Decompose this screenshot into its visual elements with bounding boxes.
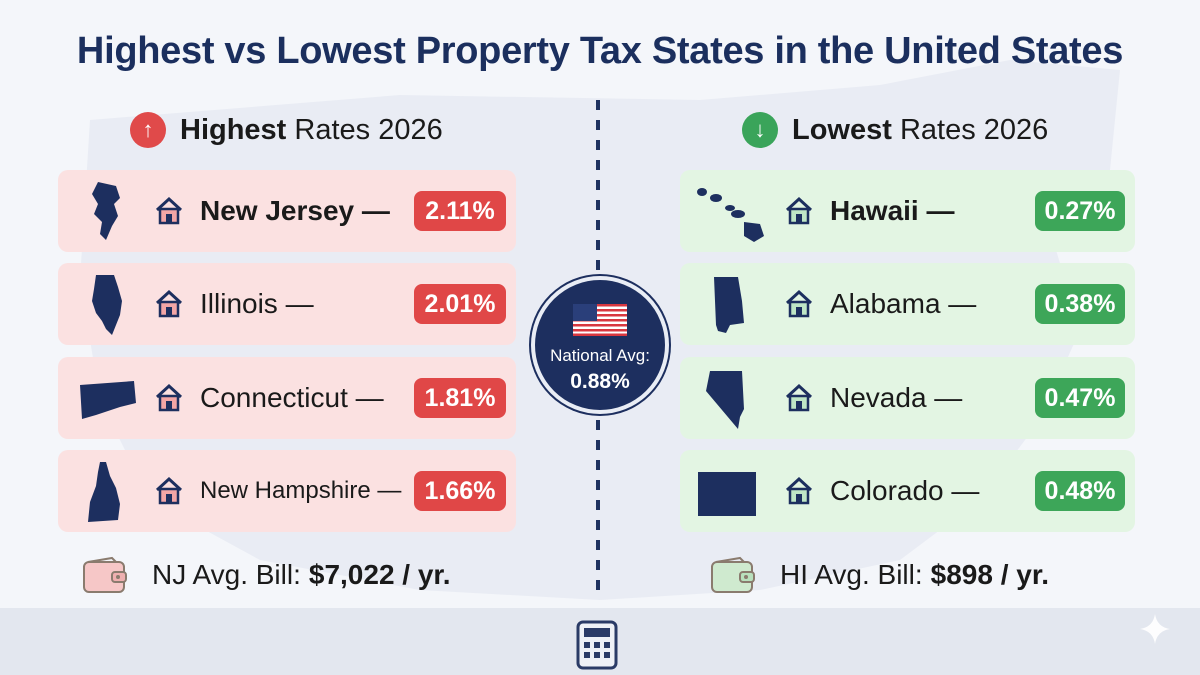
sparkle-icon [1140, 614, 1170, 644]
wallet-icon [83, 556, 127, 593]
rate-badge: 2.01% [414, 284, 506, 324]
bill-label: NJ Avg. Bill: [152, 559, 301, 590]
nj-average-bill: NJ Avg. Bill: $7,022 / yr. [82, 555, 451, 595]
rate-badge: 2.11% [414, 191, 506, 231]
new-hampshire-icon [88, 462, 120, 522]
state-card-illinois: Illinois — 2.01% [58, 263, 516, 345]
state-name: New Jersey — [200, 195, 390, 226]
house-icon [785, 289, 813, 318]
state-name: Connecticut — [200, 382, 384, 413]
bill-value: $7,022 / yr. [308, 559, 451, 590]
us-flag-icon [573, 304, 627, 336]
heading-bold: Highest [180, 113, 287, 146]
state-name: Illinois — [200, 288, 314, 319]
house-icon [155, 383, 183, 412]
state-name: Colorado — [830, 475, 980, 506]
lowest-rates-heading: ↓ Lowest Rates 2026 [742, 110, 1048, 150]
illinois-icon [92, 275, 122, 335]
heading-bold: Lowest [792, 113, 892, 146]
hi-average-bill: HI Avg. Bill: $898 / yr. [710, 555, 1049, 595]
state-name: Nevada — [830, 382, 963, 413]
state-card-colorado: Colorado — 0.48% [680, 450, 1135, 532]
arrow-down-icon: ↓ [742, 112, 778, 148]
rate-badge: 1.81% [414, 378, 506, 418]
state-card-new-jersey: New Jersey — 2.11% [58, 170, 516, 252]
house-icon [785, 476, 813, 505]
national-average-value: 0.88% [570, 370, 630, 393]
nevada-icon [706, 371, 744, 429]
wallet-icon [711, 556, 755, 593]
house-icon [155, 289, 183, 318]
rate-badge: 0.48% [1035, 471, 1125, 511]
house-icon [155, 476, 183, 505]
state-name: Hawaii — [830, 195, 955, 226]
heading-rest: Rates 2026 [294, 113, 443, 146]
state-name: New Hampshire — [200, 477, 402, 504]
highest-rates-heading: ↑ Highest Rates 2026 [130, 110, 443, 150]
connecticut-icon [80, 381, 136, 419]
rate-badge: 0.47% [1035, 378, 1125, 418]
state-card-nevada: Nevada — 0.47% [680, 357, 1135, 439]
bill-label: HI Avg. Bill: [780, 559, 923, 590]
house-icon [785, 196, 813, 225]
state-card-hawaii: Hawaii — 0.27% [680, 170, 1135, 252]
state-card-connecticut: Connecticut — 1.81% [58, 357, 516, 439]
state-card-alabama: Alabama — 0.38% [680, 263, 1135, 345]
national-average-badge: National Avg: 0.88% [531, 276, 669, 414]
rate-badge: 0.27% [1035, 191, 1125, 231]
state-name: Alabama — [830, 288, 977, 319]
page-title: Highest vs Lowest Property Tax States in… [76, 30, 1124, 72]
colorado-icon [698, 472, 756, 516]
state-card-new-hampshire: New Hampshire — 1.66% [58, 450, 516, 532]
calculator-icon [576, 620, 618, 670]
new-jersey-icon [92, 182, 120, 240]
national-average-label: National Avg: [550, 346, 650, 365]
arrow-up-icon: ↑ [130, 112, 166, 148]
rate-badge: 1.66% [414, 471, 506, 511]
hawaii-icon [697, 188, 764, 242]
alabama-icon [714, 277, 744, 333]
house-icon [155, 196, 183, 225]
bill-value: $898 / yr. [930, 559, 1049, 590]
house-icon [785, 383, 813, 412]
heading-rest: Rates 2026 [899, 113, 1049, 146]
rate-badge: 0.38% [1035, 284, 1125, 324]
